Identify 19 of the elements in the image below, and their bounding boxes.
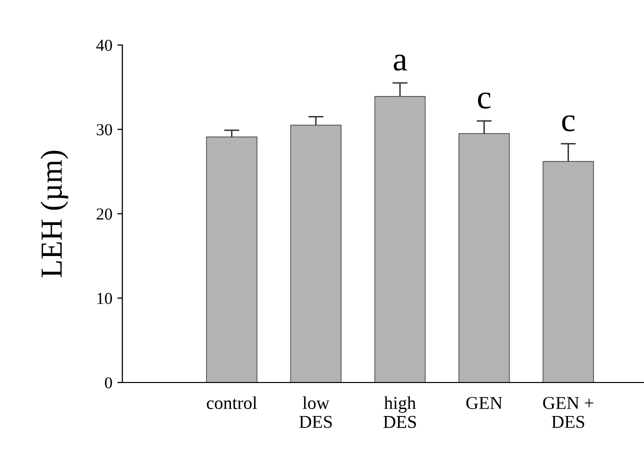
- annotation: c: [562, 115, 575, 132]
- annotation: a: [394, 54, 407, 71]
- y-tick-label: 30: [96, 124, 112, 136]
- bar: [542, 161, 594, 382]
- bar: [374, 96, 426, 382]
- x-tick-label: GEN: [466, 396, 502, 410]
- y-tick-label: 10: [97, 292, 112, 304]
- x-tick-label: low DES: [299, 396, 332, 428]
- bar: [458, 133, 510, 382]
- x-tick-label: control: [206, 396, 257, 410]
- x-tick-label: GEN + DES: [543, 396, 594, 428]
- y-axis-title: LEH (µm): [40, 150, 68, 278]
- annotation: c: [478, 92, 491, 109]
- bar: [206, 136, 258, 382]
- y-tick-label: 20: [96, 208, 112, 220]
- bar: [290, 124, 342, 382]
- x-tick-label: high DES: [383, 396, 416, 428]
- y-tick-label: 40: [96, 40, 112, 51]
- y-tick-label: 0: [104, 377, 112, 388]
